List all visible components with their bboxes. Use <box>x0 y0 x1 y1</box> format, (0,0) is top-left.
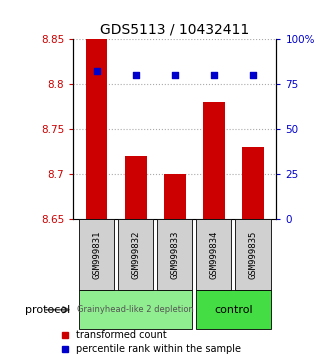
Text: percentile rank within the sample: percentile rank within the sample <box>76 344 241 354</box>
FancyBboxPatch shape <box>235 219 270 290</box>
Bar <box>125 156 147 219</box>
Text: control: control <box>214 305 253 315</box>
Text: GSM999832: GSM999832 <box>131 231 140 279</box>
Bar <box>86 39 108 219</box>
Bar <box>242 147 264 219</box>
FancyBboxPatch shape <box>118 219 153 290</box>
Text: GSM999835: GSM999835 <box>248 231 257 279</box>
Text: protocol: protocol <box>25 305 70 315</box>
Point <box>94 69 99 74</box>
Bar <box>203 102 225 219</box>
FancyBboxPatch shape <box>157 219 192 290</box>
FancyBboxPatch shape <box>196 219 231 290</box>
Point <box>172 72 177 78</box>
Text: GSM999831: GSM999831 <box>92 231 101 279</box>
FancyBboxPatch shape <box>196 290 270 329</box>
Bar <box>164 175 185 219</box>
FancyBboxPatch shape <box>79 290 192 329</box>
Title: GDS5113 / 10432411: GDS5113 / 10432411 <box>100 22 249 36</box>
Point <box>133 72 139 78</box>
Text: GSM999834: GSM999834 <box>209 231 218 279</box>
Point <box>211 72 216 78</box>
FancyBboxPatch shape <box>79 219 114 290</box>
Point <box>250 72 256 78</box>
Text: Grainyhead-like 2 depletion: Grainyhead-like 2 depletion <box>77 305 194 314</box>
Text: transformed count: transformed count <box>76 330 167 341</box>
Text: GSM999833: GSM999833 <box>170 231 179 279</box>
